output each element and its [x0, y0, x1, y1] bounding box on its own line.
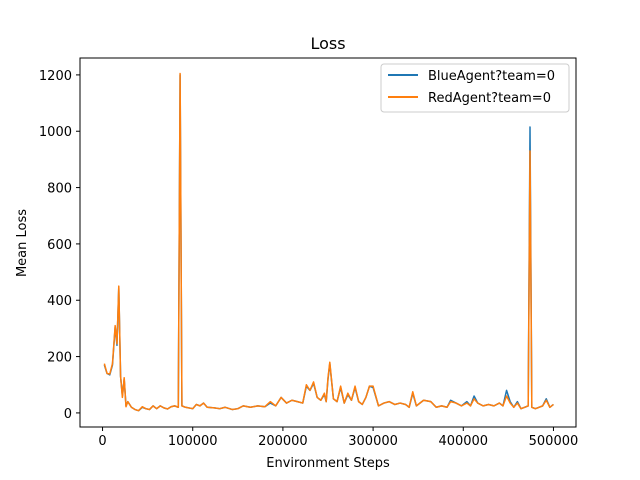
y-tick-label: 1000 [39, 125, 72, 140]
x-tick-label: 100000 [168, 434, 218, 449]
x-tick-label: 0 [98, 434, 106, 449]
y-tick-label: 400 [47, 294, 72, 309]
x-tick-label: 300000 [348, 434, 398, 449]
y-tick-label: 0 [64, 407, 72, 422]
y-tick-label: 600 [47, 238, 72, 253]
axes-frame [79, 57, 577, 428]
legend: BlueAgent?team=0 RedAgent?team=0 [380, 63, 570, 113]
legend-label-red-agent: RedAgent?team=0 [428, 91, 551, 106]
legend-label-blue-agent: BlueAgent?team=0 [428, 69, 555, 84]
y-axis: 0 200 400 600 800 1000 1200 [39, 69, 80, 422]
x-axis: 0 100000 200000 300000 400000 500000 [98, 427, 578, 449]
x-tick-label: 400000 [438, 434, 488, 449]
x-tick-label: 200000 [258, 434, 308, 449]
plot-area [103, 72, 554, 412]
x-axis-label: Environment Steps [266, 456, 390, 471]
x-tick-label: 500000 [529, 434, 579, 449]
series-line-red-agent [103, 72, 554, 412]
legend-box [380, 63, 570, 113]
y-axis-label: Mean Loss [15, 209, 30, 277]
chart-title: Loss [310, 34, 345, 53]
y-tick-label: 1200 [39, 69, 72, 84]
y-tick-label: 800 [47, 182, 72, 197]
y-tick-label: 200 [47, 351, 72, 366]
